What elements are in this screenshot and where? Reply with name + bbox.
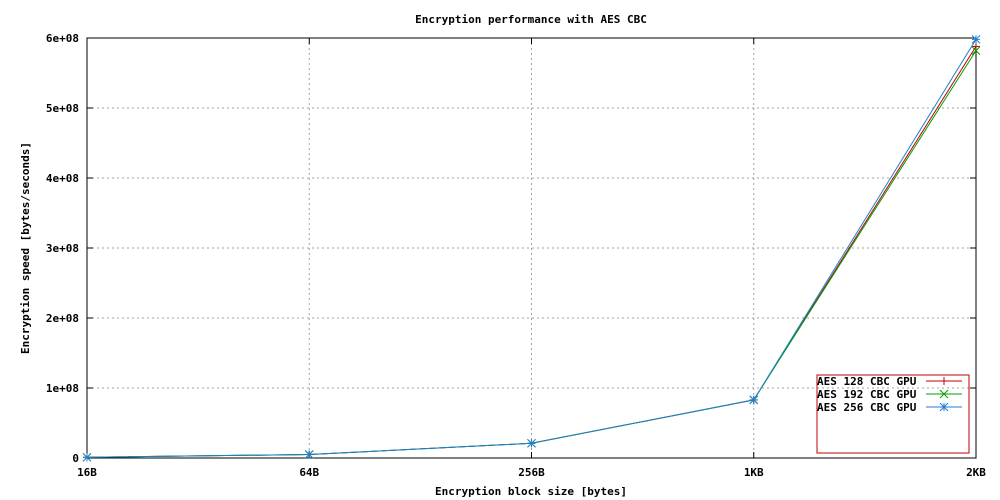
legend-label: AES 128 CBC GPU: [817, 375, 917, 388]
y-tick-label: 2e+08: [46, 312, 79, 325]
y-tick-label: 0: [72, 452, 79, 465]
legend-label: AES 256 CBC GPU: [817, 401, 917, 414]
series-3-point: [749, 395, 759, 405]
series-3-point: [304, 450, 314, 459]
x-tick-label: 64B: [299, 466, 319, 479]
series-3-point: [82, 452, 92, 462]
x-tick-label: 256B: [518, 466, 545, 479]
series-3-point: [971, 35, 981, 44]
legend-swatch-marker: [940, 377, 948, 385]
legend-swatch-marker: [939, 389, 949, 399]
x-axis: 16B 64B 256B 1KB 2KB: [77, 38, 986, 479]
x-tick-label: 1KB: [744, 466, 764, 479]
legend-label: AES 192 CBC GPU: [817, 388, 917, 401]
y-tick-label: 4e+08: [46, 172, 79, 185]
y-tick-label: 3e+08: [46, 242, 79, 255]
x-axis-title: Encryption block size [bytes]: [435, 485, 627, 498]
grid: [87, 38, 976, 458]
chart-title: Encryption performance with AES CBC: [415, 13, 647, 26]
y-axis: 0 1e+08 2e+08 3e+08 4e+08 5e+08 6e+08: [46, 32, 976, 465]
legend-box: [816, 374, 970, 454]
series-1-point: [972, 42, 980, 51]
x-tick-label: 2KB: [966, 466, 986, 479]
y-axis-title: Encryption speed [bytes/seconds]: [19, 142, 32, 354]
series-3-point: [527, 438, 536, 448]
series-2-point: [971, 46, 981, 55]
y-tick-label: 5e+08: [46, 102, 79, 115]
x-tick-label: 16B: [77, 466, 97, 479]
series-lines: [82, 35, 981, 462]
y-tick-label: 1e+08: [46, 382, 79, 395]
legend-swatch-marker: [939, 402, 949, 412]
y-tick-label: 6e+08: [46, 32, 79, 45]
